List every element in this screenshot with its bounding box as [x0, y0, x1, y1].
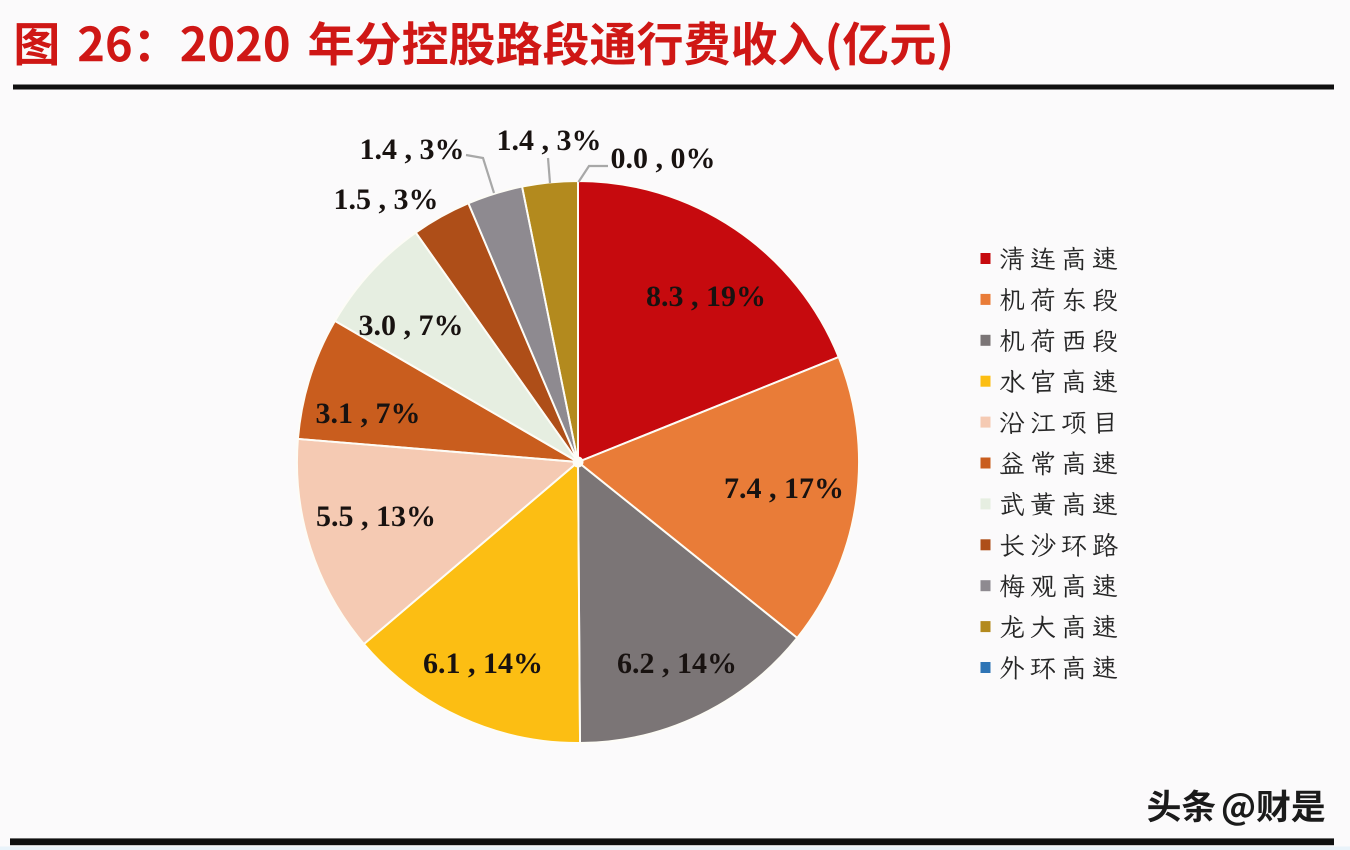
svg-text:7.4 , 17%: 7.4 , 17% — [724, 472, 844, 505]
svg-text:3.0 , 7%: 3.0 , 7% — [359, 309, 464, 342]
svg-text:1.4 , 3%: 1.4 , 3% — [360, 133, 465, 166]
svg-text:6.2 , 14%: 6.2 , 14% — [617, 647, 737, 680]
svg-text:1.5 , 3%: 1.5 , 3% — [334, 183, 439, 216]
svg-text:6.1 , 14%: 6.1 , 14% — [423, 647, 543, 680]
svg-text:3.1 , 7%: 3.1 , 7% — [316, 397, 421, 430]
svg-text:1.4 , 3%: 1.4 , 3% — [497, 124, 602, 157]
svg-text:0.0 , 0%: 0.0 , 0% — [611, 142, 716, 175]
svg-text:8.3 , 19%: 8.3 , 19% — [646, 280, 766, 313]
svg-text:5.5 , 13%: 5.5 , 13% — [316, 500, 436, 533]
